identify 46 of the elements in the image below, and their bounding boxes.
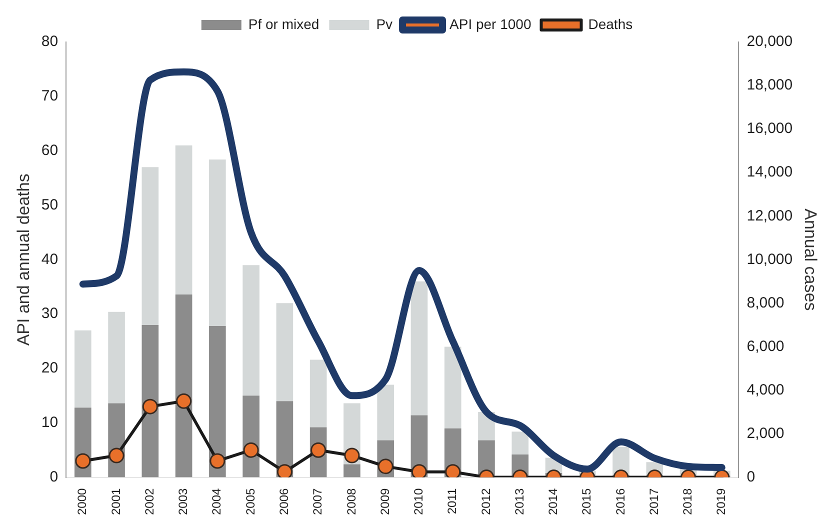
y2-tick-label: 0 (746, 468, 756, 486)
x-tick-label: 2019 (714, 488, 728, 516)
x-tick-label: 2006 (277, 488, 292, 516)
y-tick-label: 10 (41, 414, 58, 432)
y-tick-label: 20 (41, 360, 58, 377)
x-tick-label: 2004 (210, 488, 224, 516)
y-tick-label: 50 (41, 196, 58, 214)
x-tick-label: 2016 (613, 488, 628, 516)
x-tick-label: 2011 (445, 488, 460, 514)
y2-tick-label: 20,000 (746, 33, 793, 50)
y-tick-label: 0 (50, 468, 58, 486)
y-tick-label: 70 (41, 88, 58, 105)
y2-tick-label: 12,000 (746, 207, 793, 224)
legend-label: Deaths (588, 16, 633, 32)
y2-tick-label: 4,000 (746, 381, 784, 398)
x-tick-label: 2000 (75, 488, 90, 516)
y-tick-label: 30 (41, 305, 58, 322)
x-tick-label: 2008 (344, 488, 358, 516)
y-axis-title: API and annual deaths (14, 174, 33, 346)
legend-label: API per 1000 (450, 16, 532, 32)
y2-tick-label: 18,000 (746, 76, 793, 94)
y2-tick-label: 8,000 (746, 294, 784, 312)
y-tick-label: 60 (41, 142, 58, 159)
x-tick-label: 2017 (646, 488, 661, 516)
legend-label: Pv (376, 16, 393, 32)
x-tick-label: 2013 (512, 488, 526, 516)
y2-tick-label: 16,000 (746, 120, 793, 138)
y2-tick-label: 10,000 (746, 250, 793, 268)
x-tick-label: 2018 (680, 488, 695, 516)
legend-label: Pf or mixed (248, 16, 320, 32)
x-tick-label: 2002 (142, 488, 156, 516)
y-tick-label: 80 (41, 33, 58, 50)
y2-tick-label: 6,000 (746, 338, 784, 355)
y2-axis-title: Annual cases (801, 208, 820, 311)
x-tick-label: 2012 (478, 488, 493, 516)
x-tick-label: 2010 (412, 488, 426, 516)
x-tick-label: 2003 (176, 488, 190, 516)
y2-tick-label: 14,000 (746, 164, 793, 181)
x-tick-label: 2009 (378, 488, 392, 516)
x-tick-label: 2005 (243, 488, 258, 516)
x-tick-label: 2015 (580, 488, 594, 516)
y2-tick-label: 2,000 (746, 424, 784, 442)
x-tick-label: 2001 (108, 488, 123, 516)
x-tick-label: 2007 (310, 488, 325, 516)
y-tick-label: 40 (41, 250, 58, 268)
x-tick-label: 2014 (546, 488, 560, 516)
